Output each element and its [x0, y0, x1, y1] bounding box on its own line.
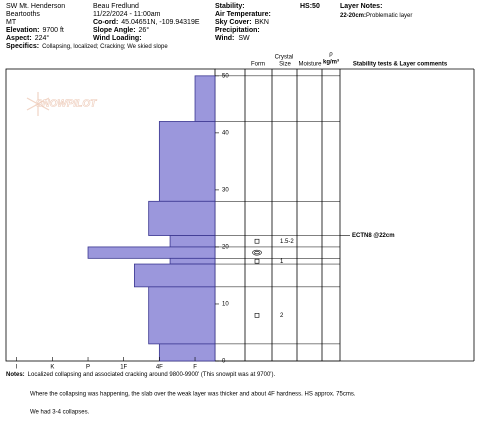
hardness-bar: [194, 75, 216, 122]
notes-line: Where the collapsing was happening, the …: [30, 392, 356, 398]
x-tick-label: I: [16, 365, 18, 371]
watermark: SNOWPILOT: [26, 92, 97, 116]
x-tick-label: P: [86, 365, 90, 371]
frames: [5, 68, 475, 362]
y-tick-label: 40: [222, 130, 229, 136]
wind: Wind: SW: [215, 35, 250, 42]
grain-form: [254, 258, 260, 264]
hardness-bar: [148, 200, 216, 236]
range: Beartooths: [6, 11, 40, 18]
grain-form: [254, 251, 260, 255]
col-crystal: Crystal: [275, 55, 294, 61]
state: MT: [6, 19, 17, 26]
wind-loading: Wind Loading:: [93, 35, 142, 42]
y-tick-label: 30: [222, 187, 229, 193]
precipitation: Precipitation:: [215, 27, 260, 34]
specifics: Specifics: Collapsing, localized; Crackin…: [6, 43, 168, 50]
y-tick-label: 50: [222, 73, 229, 79]
watermark-text: SNOWPILOT: [36, 99, 97, 110]
col-size: Size: [279, 62, 291, 68]
grain-size: 1.5-2: [280, 239, 294, 245]
elevation: Elevation: 9700 ft: [6, 27, 64, 34]
x-tick-label: K: [50, 365, 54, 371]
col-comments: Stability tests & Layer comments: [353, 62, 448, 68]
stability: Stability:: [215, 3, 245, 10]
notes: Notes: Localized collapsing and associate…: [6, 372, 275, 378]
x-tick-label: F: [193, 365, 197, 371]
hardness-bar: [87, 246, 216, 259]
layer-notes-title: Layer Notes:: [340, 3, 382, 10]
col-form: Form: [251, 62, 265, 68]
y-tick-label: 10: [222, 302, 229, 308]
col-rho: ρ: [329, 52, 333, 58]
test-label: ECTN8 @22cm: [352, 233, 395, 239]
grain-size: 1: [280, 259, 284, 265]
coords: Co-ord: 45.04651N, -109.94319E: [93, 19, 200, 26]
x-tick-label: 4F: [156, 365, 163, 371]
hardness-bar: [158, 121, 216, 202]
sky-cover: Sky Cover: BKN: [215, 19, 269, 26]
col-density-unit: kg/m³: [323, 59, 339, 66]
location: SW Mt. Henderson: [6, 3, 65, 10]
grain-form: [252, 249, 262, 256]
datetime: 11/22/2024 - 11:00am: [93, 11, 161, 18]
hs: HS:50: [300, 3, 320, 10]
layer-note: 22-20cm:Problematic layer: [340, 13, 412, 19]
notes-line: We had 3-4 collapses.: [30, 410, 90, 416]
aspect: Aspect: 224°: [6, 34, 49, 42]
col-moisture: Moisture: [298, 62, 322, 68]
x-tick-label: 1F: [120, 365, 127, 371]
observer: Beau Fredlund: [93, 3, 139, 10]
hardness-bar: [158, 343, 216, 362]
y-tick-label: 20: [222, 245, 229, 251]
grain-form: [254, 238, 260, 244]
y-tick-label: 0: [222, 359, 226, 365]
slope-angle: Slope Angle: 26°: [93, 26, 149, 34]
hardness-bar: [133, 263, 216, 288]
hardness-bar: [169, 257, 216, 265]
grain-form: [254, 313, 260, 318]
hardness-bar: [148, 286, 216, 345]
grain-size: 2: [280, 313, 284, 319]
air-temperature: Air Temperature:: [215, 11, 271, 18]
hardness-bar: [169, 235, 216, 248]
